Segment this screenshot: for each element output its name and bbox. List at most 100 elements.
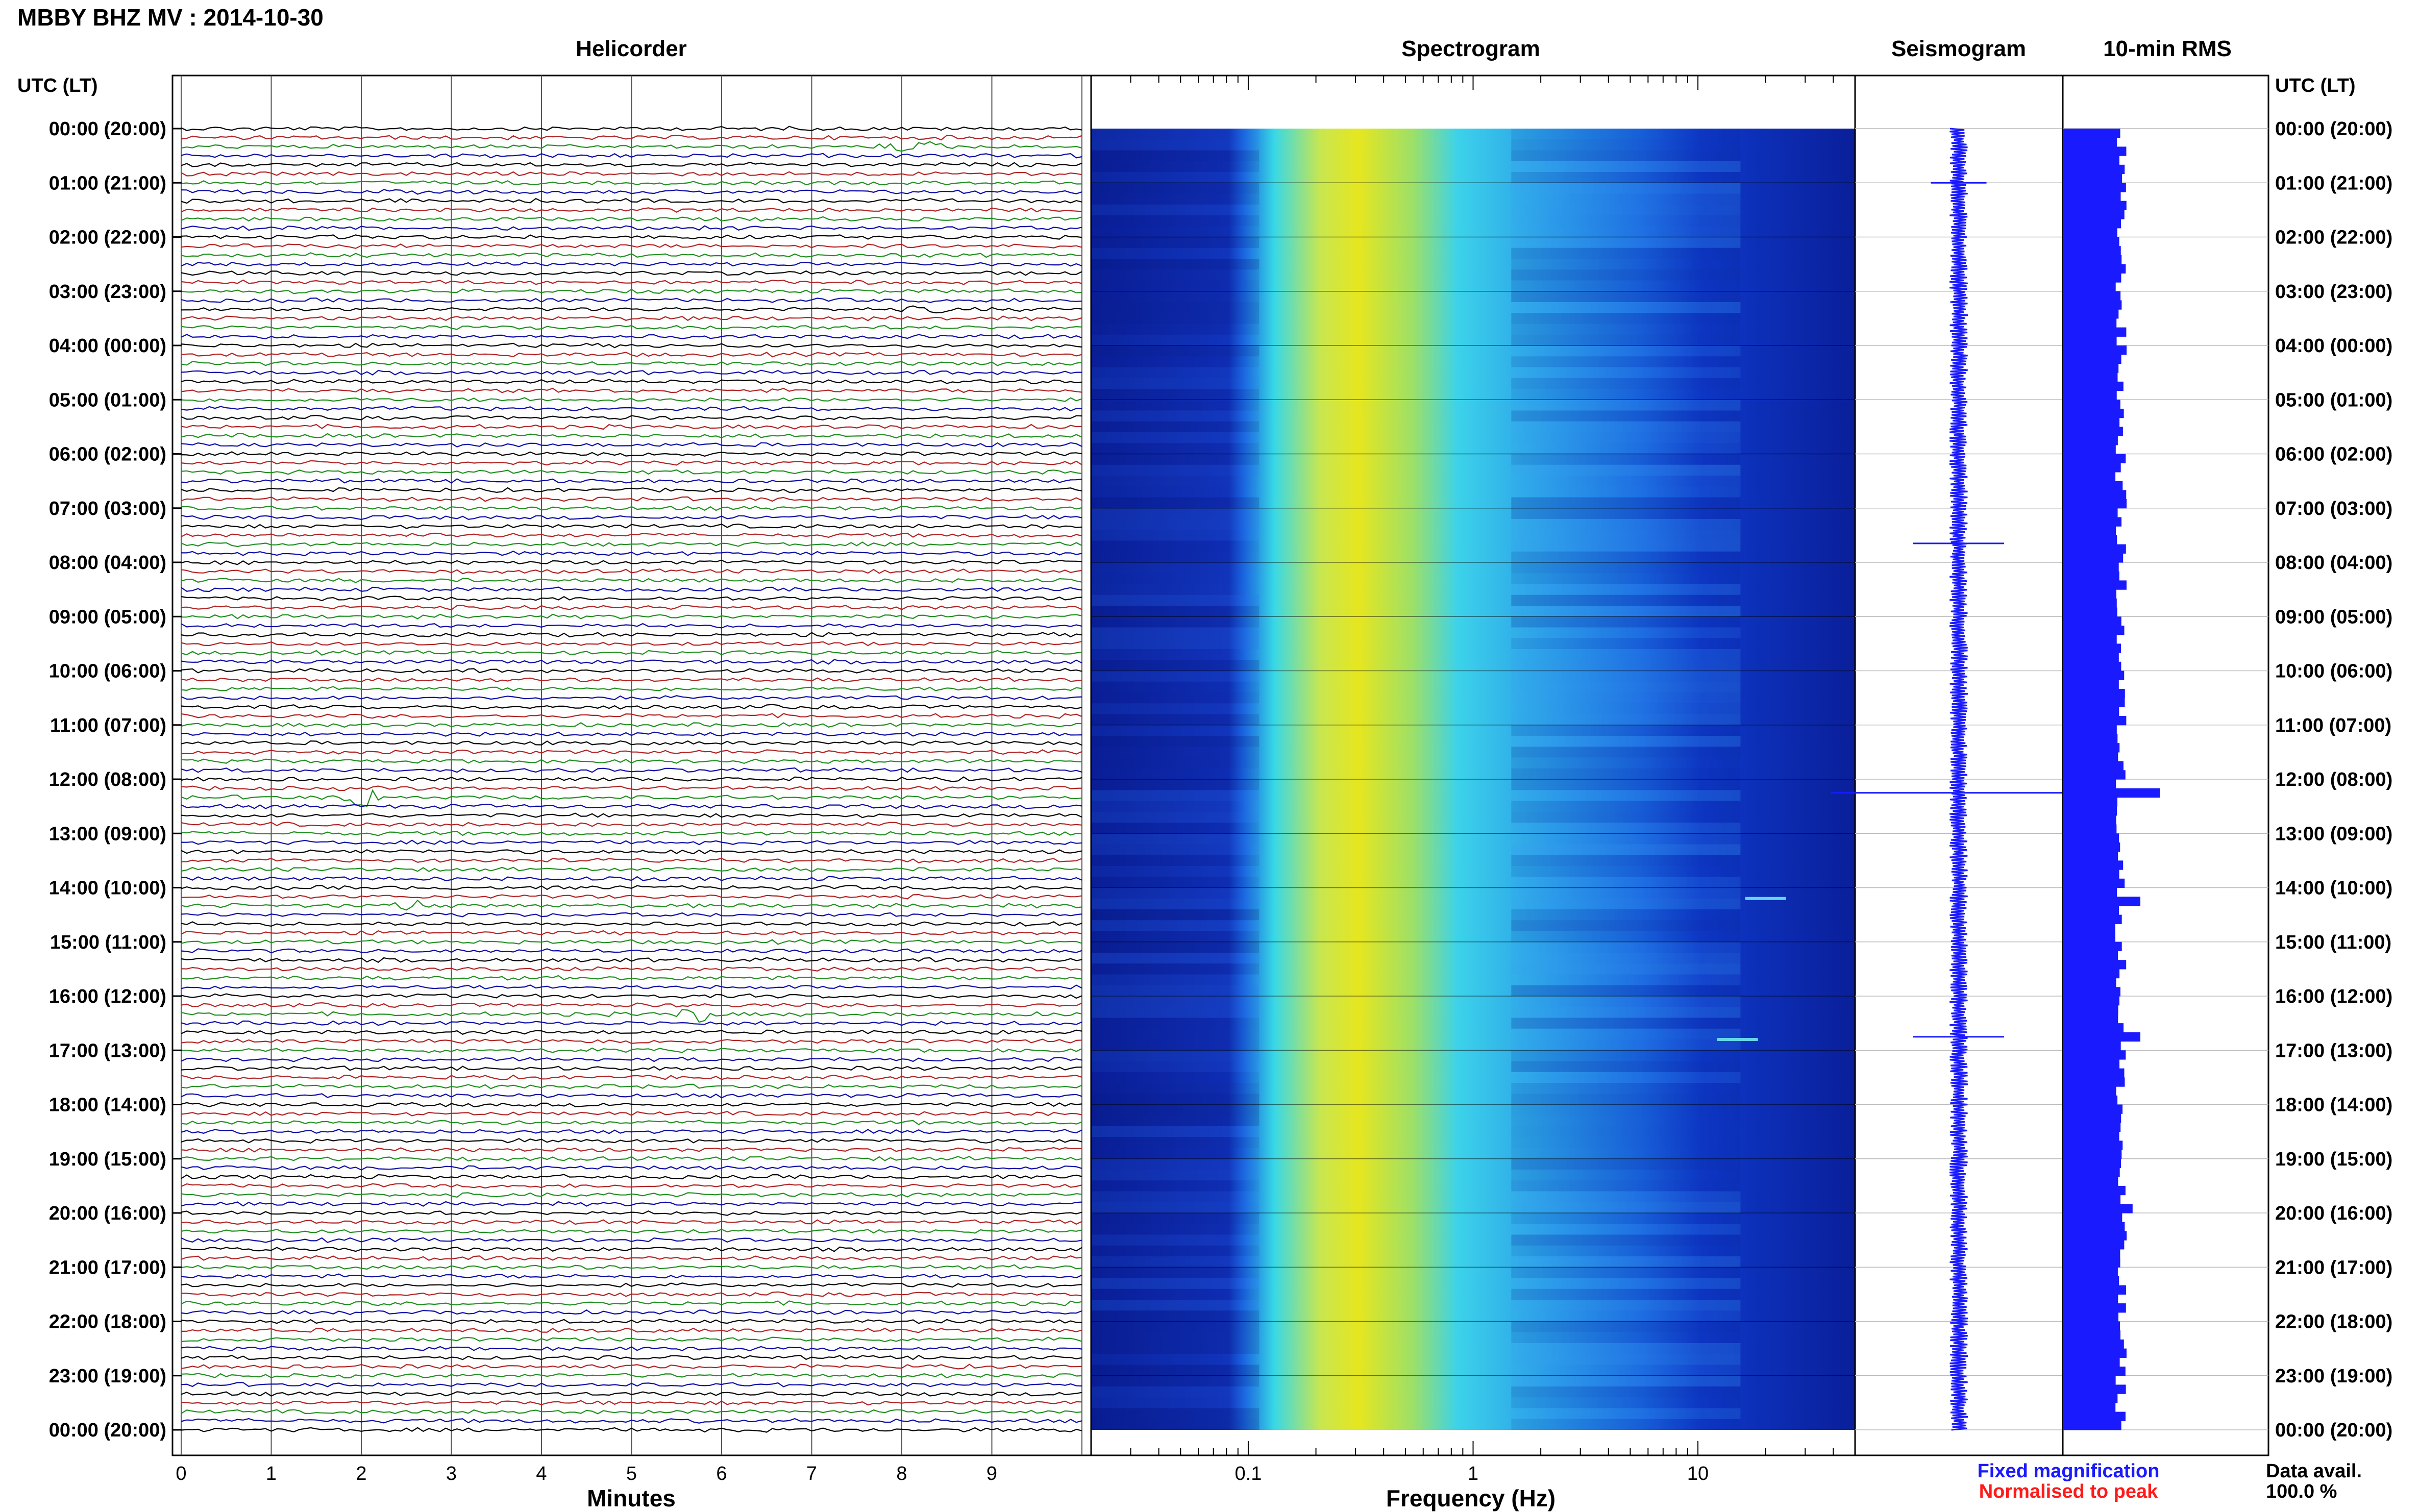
helicorder-trace [181, 1183, 1082, 1189]
spectrogram-band [1511, 139, 1741, 151]
spectrogram-band [1511, 714, 1741, 725]
spectrogram-band [1091, 530, 1260, 541]
rms-bar [2063, 472, 2116, 482]
helicorder-trace [181, 686, 1082, 691]
rms-bar [2063, 191, 2121, 202]
spectrogram-band [1511, 692, 1741, 704]
spectrogram-band [1091, 204, 1260, 215]
helicorder-trace [181, 225, 1082, 231]
helicorder-trace [181, 568, 1082, 575]
rms-bar [2063, 1077, 2125, 1087]
rms-bar [2063, 345, 2127, 355]
rms-bar [2063, 1104, 2123, 1114]
spectrogram-band [1511, 367, 1741, 378]
spectrogram-band [1511, 183, 1741, 194]
spectrogram-band [1091, 898, 1260, 909]
hour-label-left: 00:00 (20:00) [49, 1420, 166, 1441]
helicorder-trace [181, 1246, 1082, 1252]
rms-bar [2063, 427, 2123, 436]
spectrogram-band [1511, 1061, 1741, 1072]
spectrogram-band [1511, 356, 1741, 367]
hour-label-right: 11:00 (07:00) [2275, 715, 2391, 736]
spectrogram-band [1091, 779, 1260, 790]
spectrogram-band [1091, 378, 1260, 389]
hour-label-left: 19:00 (15:00) [49, 1149, 166, 1170]
spectrogram-band [1091, 887, 1260, 899]
spectrogram-band [1091, 1278, 1260, 1289]
spectrogram-band [1091, 768, 1260, 779]
spectrogram-band [1091, 703, 1260, 714]
helicorder-trace [181, 866, 1082, 873]
rms-bar [2063, 1041, 2121, 1051]
helicorder-trace [181, 596, 1082, 602]
spectrogram-band [1511, 627, 1741, 638]
helicorder-trace [181, 298, 1082, 303]
rms-bar [2063, 797, 2117, 807]
hour-label-right: 09:00 (05:00) [2275, 606, 2392, 628]
rms-bar [2063, 1222, 2125, 1232]
spectrogram-band [1091, 866, 1260, 877]
spectrogram-band [1091, 1310, 1260, 1322]
spectrogram-band [1511, 887, 1741, 899]
spectrogram-band [1091, 1158, 1260, 1170]
spectrogram-band [1511, 476, 1741, 487]
hour-label-left: 18:00 (14:00) [49, 1095, 166, 1116]
spectrogram-band [1511, 172, 1741, 183]
spectrogram-band [1091, 1028, 1260, 1039]
helicorder-trace [181, 758, 1082, 764]
minute-tick-label: 7 [806, 1463, 817, 1484]
hour-label-right: 03:00 (23:00) [2275, 281, 2392, 303]
helicorder-trace [181, 667, 1082, 674]
spectrogram-band [1511, 844, 1741, 855]
rms-bar [2063, 698, 2125, 707]
spectrogram-band [1511, 963, 1741, 975]
rms-bar [2063, 851, 2118, 861]
helicorder-trace [181, 1165, 1082, 1171]
spectrogram-band [1511, 421, 1741, 432]
rms-bar [2063, 824, 2117, 834]
helicorder-trace [181, 496, 1082, 502]
seismogram-panel [1831, 75, 2086, 1456]
helicorder-trace [181, 180, 1082, 186]
rms-bar [2063, 833, 2119, 843]
helicorder-trace [181, 1346, 1082, 1352]
spectrogram-band [1511, 584, 1741, 595]
utc-label-right: UTC (LT) [2275, 75, 2356, 96]
hour-label-right: 12:00 (08:00) [2275, 769, 2392, 790]
rms-bar [2063, 707, 2119, 716]
helicorder-trace [181, 135, 1082, 141]
spectrogram-band [1511, 1278, 1741, 1289]
minute-tick-label: 6 [716, 1463, 727, 1484]
spectrogram-band [1511, 996, 1741, 1007]
spectrogram-band [1091, 356, 1260, 367]
spectrogram-panel [1090, 75, 1856, 1456]
rms-bar [2063, 129, 2120, 138]
rms-bar [2063, 924, 2115, 933]
helicorder-trace [181, 695, 1082, 701]
spectrogram-band [1091, 681, 1260, 692]
rms-bar [2063, 779, 2116, 789]
rms-bar [2063, 1158, 2121, 1169]
spectrogram-band [1091, 909, 1260, 921]
spectrogram-band [1511, 1256, 1741, 1268]
helicorder-trace [181, 921, 1082, 927]
helicorder-trace [181, 460, 1082, 466]
helicorder-trace [181, 966, 1082, 972]
spectrogram-band [1511, 1094, 1741, 1105]
spectrogram-band [1511, 866, 1741, 877]
rms-bar [2063, 1150, 2122, 1159]
helicorder-trace [181, 858, 1082, 863]
helicorder-trace [181, 789, 1082, 807]
spectrogram-band [1511, 898, 1741, 909]
spectrogram-band [1511, 1397, 1741, 1408]
rms-bar [2063, 1059, 2120, 1069]
rms-bar [2063, 300, 2122, 310]
spectrogram-band [1091, 1007, 1260, 1018]
helicorder-trace [181, 1282, 1082, 1288]
helicorder-trace [181, 387, 1082, 393]
hour-label-left: 16:00 (12:00) [49, 986, 166, 1007]
helicorder-trace [181, 153, 1082, 159]
spectrogram-band [1091, 540, 1260, 552]
helicorder-trace [181, 433, 1082, 439]
spectrogram-band [1511, 259, 1741, 270]
